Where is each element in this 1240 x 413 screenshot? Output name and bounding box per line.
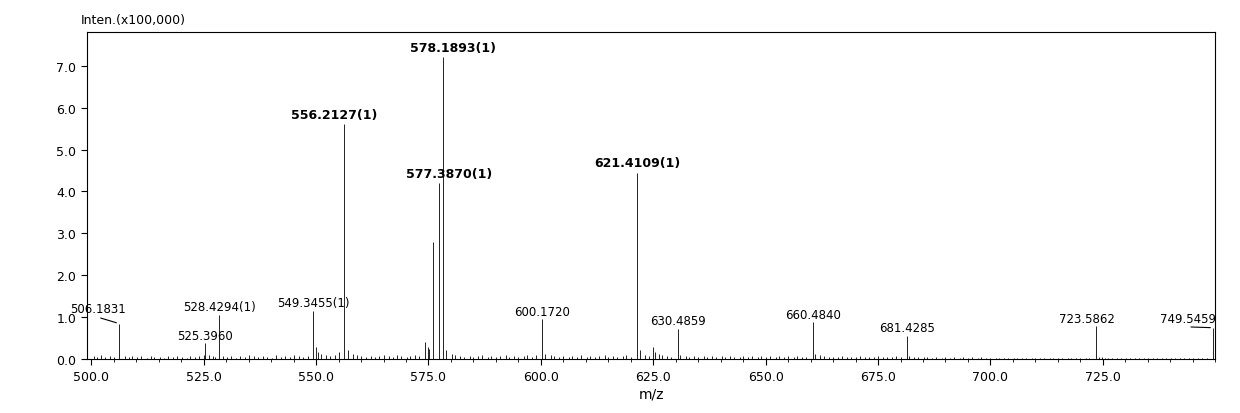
Text: 549.3455(1): 549.3455(1)	[277, 297, 350, 309]
Text: Inten.(x100,000): Inten.(x100,000)	[81, 14, 186, 26]
Text: 578.1893(1): 578.1893(1)	[410, 42, 496, 55]
Text: 681.4285: 681.4285	[879, 322, 935, 335]
Text: 577.3870(1): 577.3870(1)	[405, 167, 492, 180]
Text: 556.2127(1): 556.2127(1)	[291, 109, 377, 122]
Text: 660.4840: 660.4840	[785, 308, 841, 321]
Text: 749.5459: 749.5459	[1161, 312, 1216, 325]
Text: 506.1831: 506.1831	[71, 302, 126, 316]
Text: 525.3960: 525.3960	[177, 329, 233, 342]
X-axis label: m/z: m/z	[639, 387, 663, 401]
Text: 723.5862: 723.5862	[1059, 312, 1115, 325]
Text: 621.4109(1): 621.4109(1)	[594, 157, 681, 170]
Text: 528.4294(1): 528.4294(1)	[182, 301, 255, 314]
Text: 600.1720: 600.1720	[513, 305, 569, 318]
Text: 630.4859: 630.4859	[650, 315, 706, 328]
